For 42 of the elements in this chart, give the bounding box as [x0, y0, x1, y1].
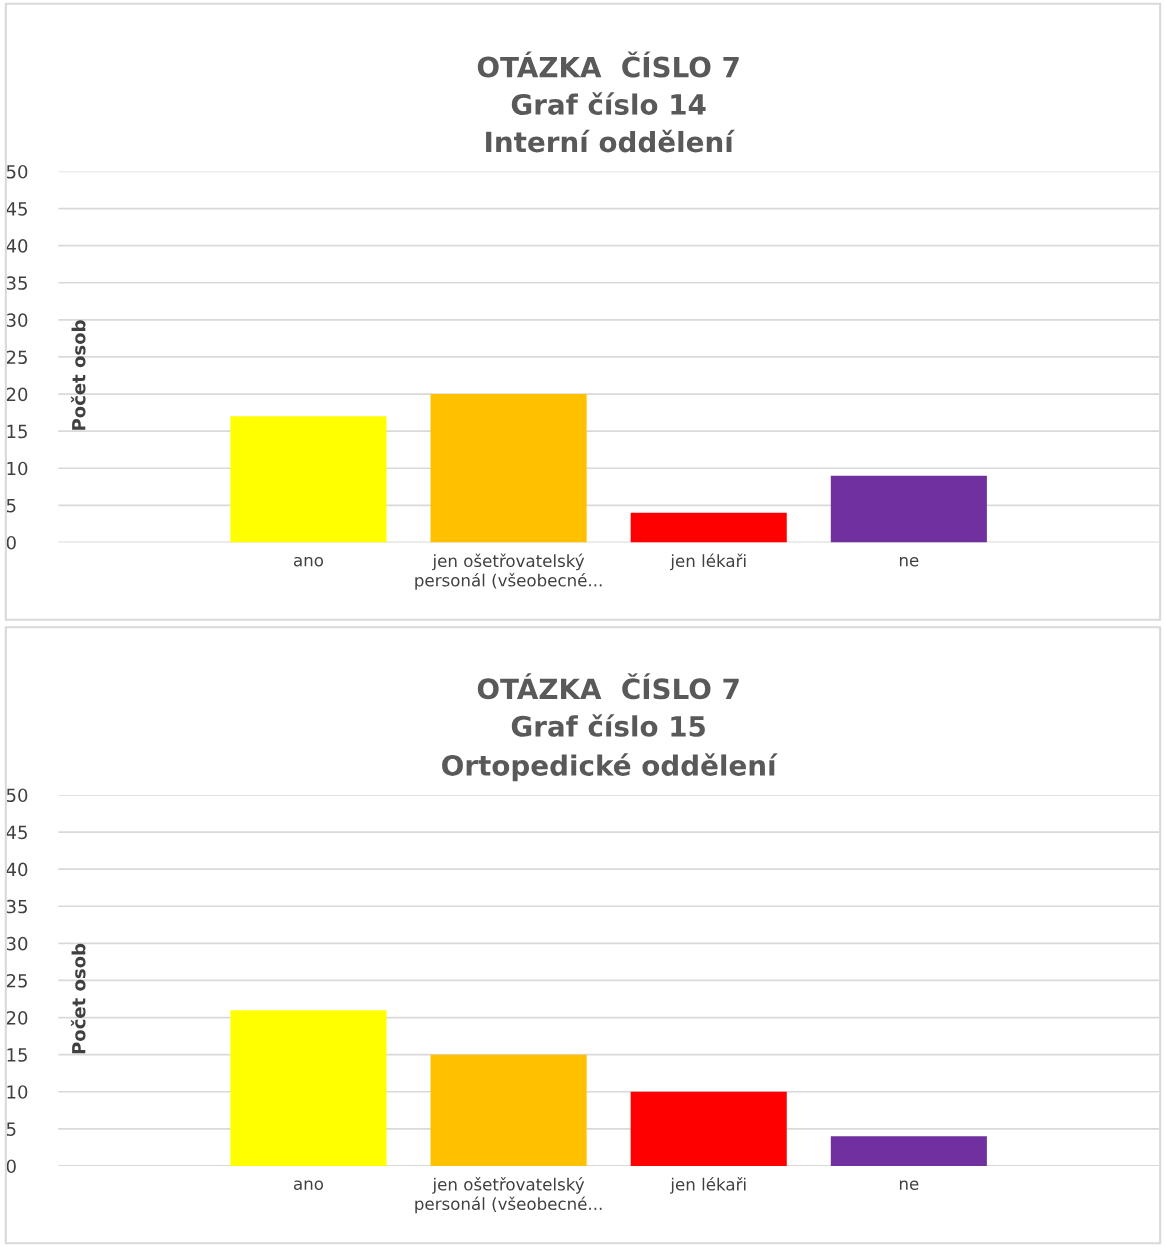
- x-tick-label: jen lékaři: [670, 553, 746, 571]
- y-tick-label: 15: [7, 1048, 27, 1062]
- bar: [230, 416, 387, 543]
- bar: [230, 1010, 387, 1166]
- chart-title: OTÁZKA ČÍSLO 7 Graf číslo 15 Ortopedické oddělení: [442, 673, 778, 782]
- bar: [430, 1054, 587, 1166]
- y-tick-label: 50: [6, 788, 28, 803]
- y-tick-label: 45: [6, 202, 27, 216]
- bar: [830, 1136, 987, 1166]
- x-tick-label: ano: [293, 1180, 324, 1190]
- bar: [830, 475, 987, 543]
- y-tick-label: 25: [6, 973, 27, 988]
- bar: [630, 1091, 787, 1166]
- y-tick-label: 35: [6, 899, 27, 914]
- y-tick-label: 0: [6, 1159, 16, 1174]
- y-axis-title: Počet osob: [70, 943, 86, 1054]
- y-tick-label: 10: [7, 1085, 28, 1099]
- x-tick-label: ano: [293, 556, 324, 567]
- y-tick-label: 35: [6, 276, 27, 290]
- y-tick-label: 5: [6, 1122, 16, 1136]
- y-tick-label: 20: [6, 387, 28, 402]
- y-tick-label: 25: [6, 350, 27, 365]
- x-tick-label: jen ošetřovatelský personál (všeobecné...: [415, 553, 602, 590]
- x-tick-label: ne: [899, 1180, 919, 1190]
- x-tick-label: jen ošetřovatelský personál (všeobecné...: [415, 1177, 602, 1214]
- y-tick-label: 30: [6, 313, 28, 327]
- y-axis-title: Počet osob: [70, 320, 86, 430]
- y-tick-label: 45: [6, 825, 27, 840]
- bar: [630, 512, 787, 543]
- bar: [430, 394, 587, 543]
- y-tick-label: 20: [6, 1011, 28, 1025]
- y-tick-label: 0: [6, 535, 16, 550]
- y-tick-label: 10: [7, 461, 28, 476]
- y-tick-label: 40: [6, 239, 28, 253]
- y-tick-label: 30: [6, 936, 28, 951]
- y-tick-label: 50: [6, 164, 28, 179]
- y-tick-label: 5: [6, 499, 16, 513]
- x-tick-label: ne: [899, 556, 919, 567]
- x-tick-label: jen lékaři: [670, 1177, 746, 1194]
- chart-title: OTÁZKA ČÍSLO 7 Graf číslo 14 Interní oddělení: [477, 51, 739, 153]
- y-tick-label: 15: [7, 424, 27, 439]
- y-tick-label: 40: [6, 862, 28, 877]
